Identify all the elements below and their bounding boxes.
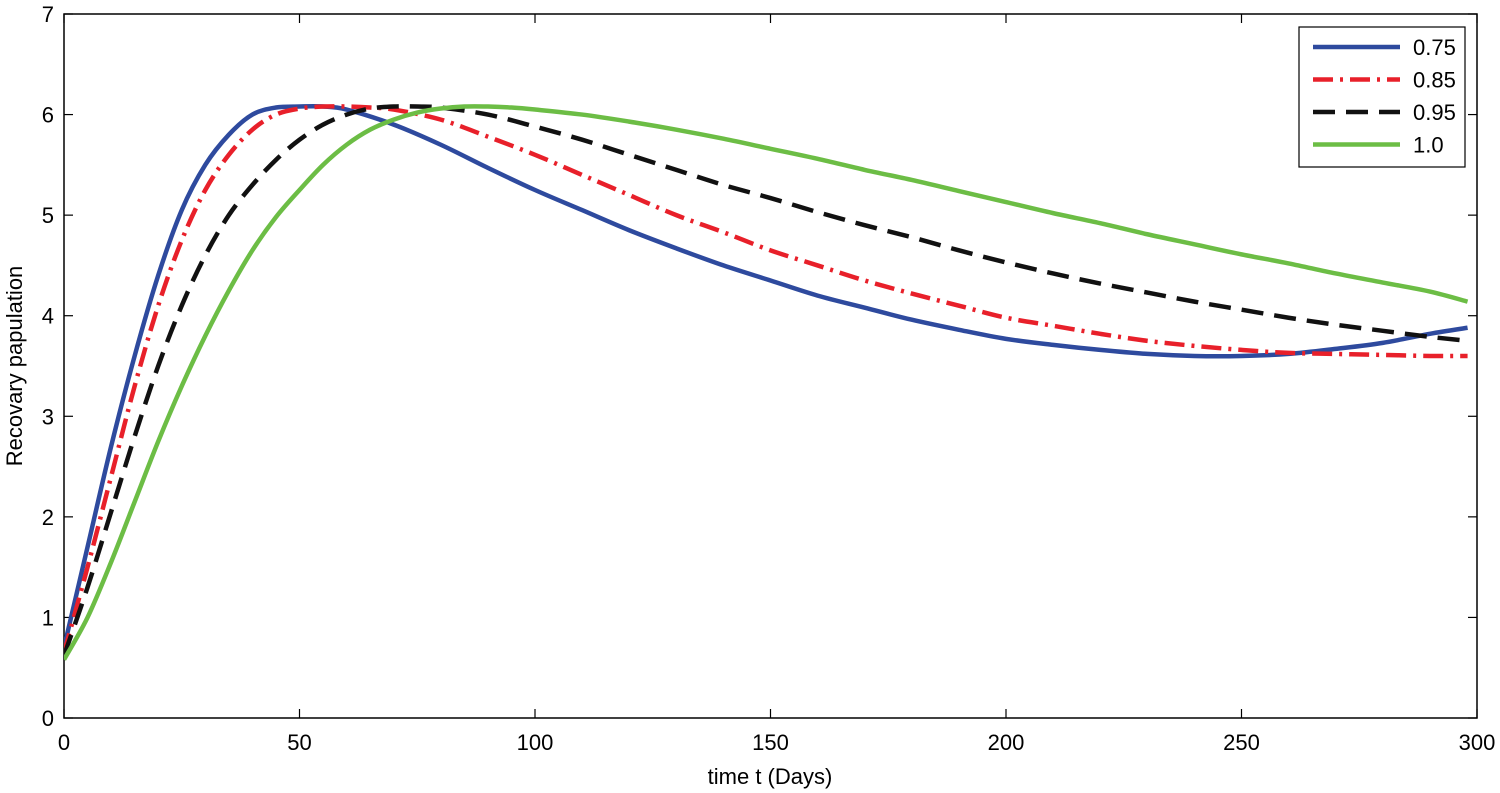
x-tick-label: 150: [752, 730, 789, 755]
x-tick-label: 0: [58, 730, 70, 755]
axis-ticks: 0 50 100 150 200 250 300 0 1 2 3 4 5 6 7: [42, 2, 1496, 755]
x-axis-title: time t (Days): [708, 764, 833, 789]
y-tick-label: 1: [42, 605, 54, 630]
y-tick-label: 2: [42, 505, 54, 530]
x-tick-label: 50: [287, 730, 311, 755]
x-tick-label: 250: [1223, 730, 1260, 755]
y-tick-label: 6: [42, 103, 54, 128]
y-tick-label: 7: [42, 2, 54, 27]
legend: 0.75 0.85 0.95 1.0: [1298, 26, 1466, 168]
y-tick-label: 0: [42, 706, 54, 731]
series-line-1-0: [64, 104, 1469, 661]
legend-label: 0.75: [1413, 35, 1456, 60]
x-tick-label: 100: [517, 730, 554, 755]
series-layer: [64, 104, 1469, 661]
x-tick-label: 200: [988, 730, 1025, 755]
legend-label: 0.95: [1413, 100, 1456, 125]
y-tick-label: 4: [42, 304, 54, 329]
legend-label: 1.0: [1413, 133, 1444, 158]
legend-label: 0.85: [1413, 68, 1456, 93]
x-tick-label: 300: [1459, 730, 1496, 755]
plot-area: [63, 13, 1478, 719]
series-line-0-75: [64, 104, 1468, 649]
y-tick-label: 3: [42, 404, 54, 429]
y-tick-label: 5: [42, 203, 54, 228]
series-line-0-85: [64, 104, 1468, 654]
series-line-0-95: [64, 104, 1468, 657]
y-axis-title: Recovary papulation: [2, 266, 27, 467]
